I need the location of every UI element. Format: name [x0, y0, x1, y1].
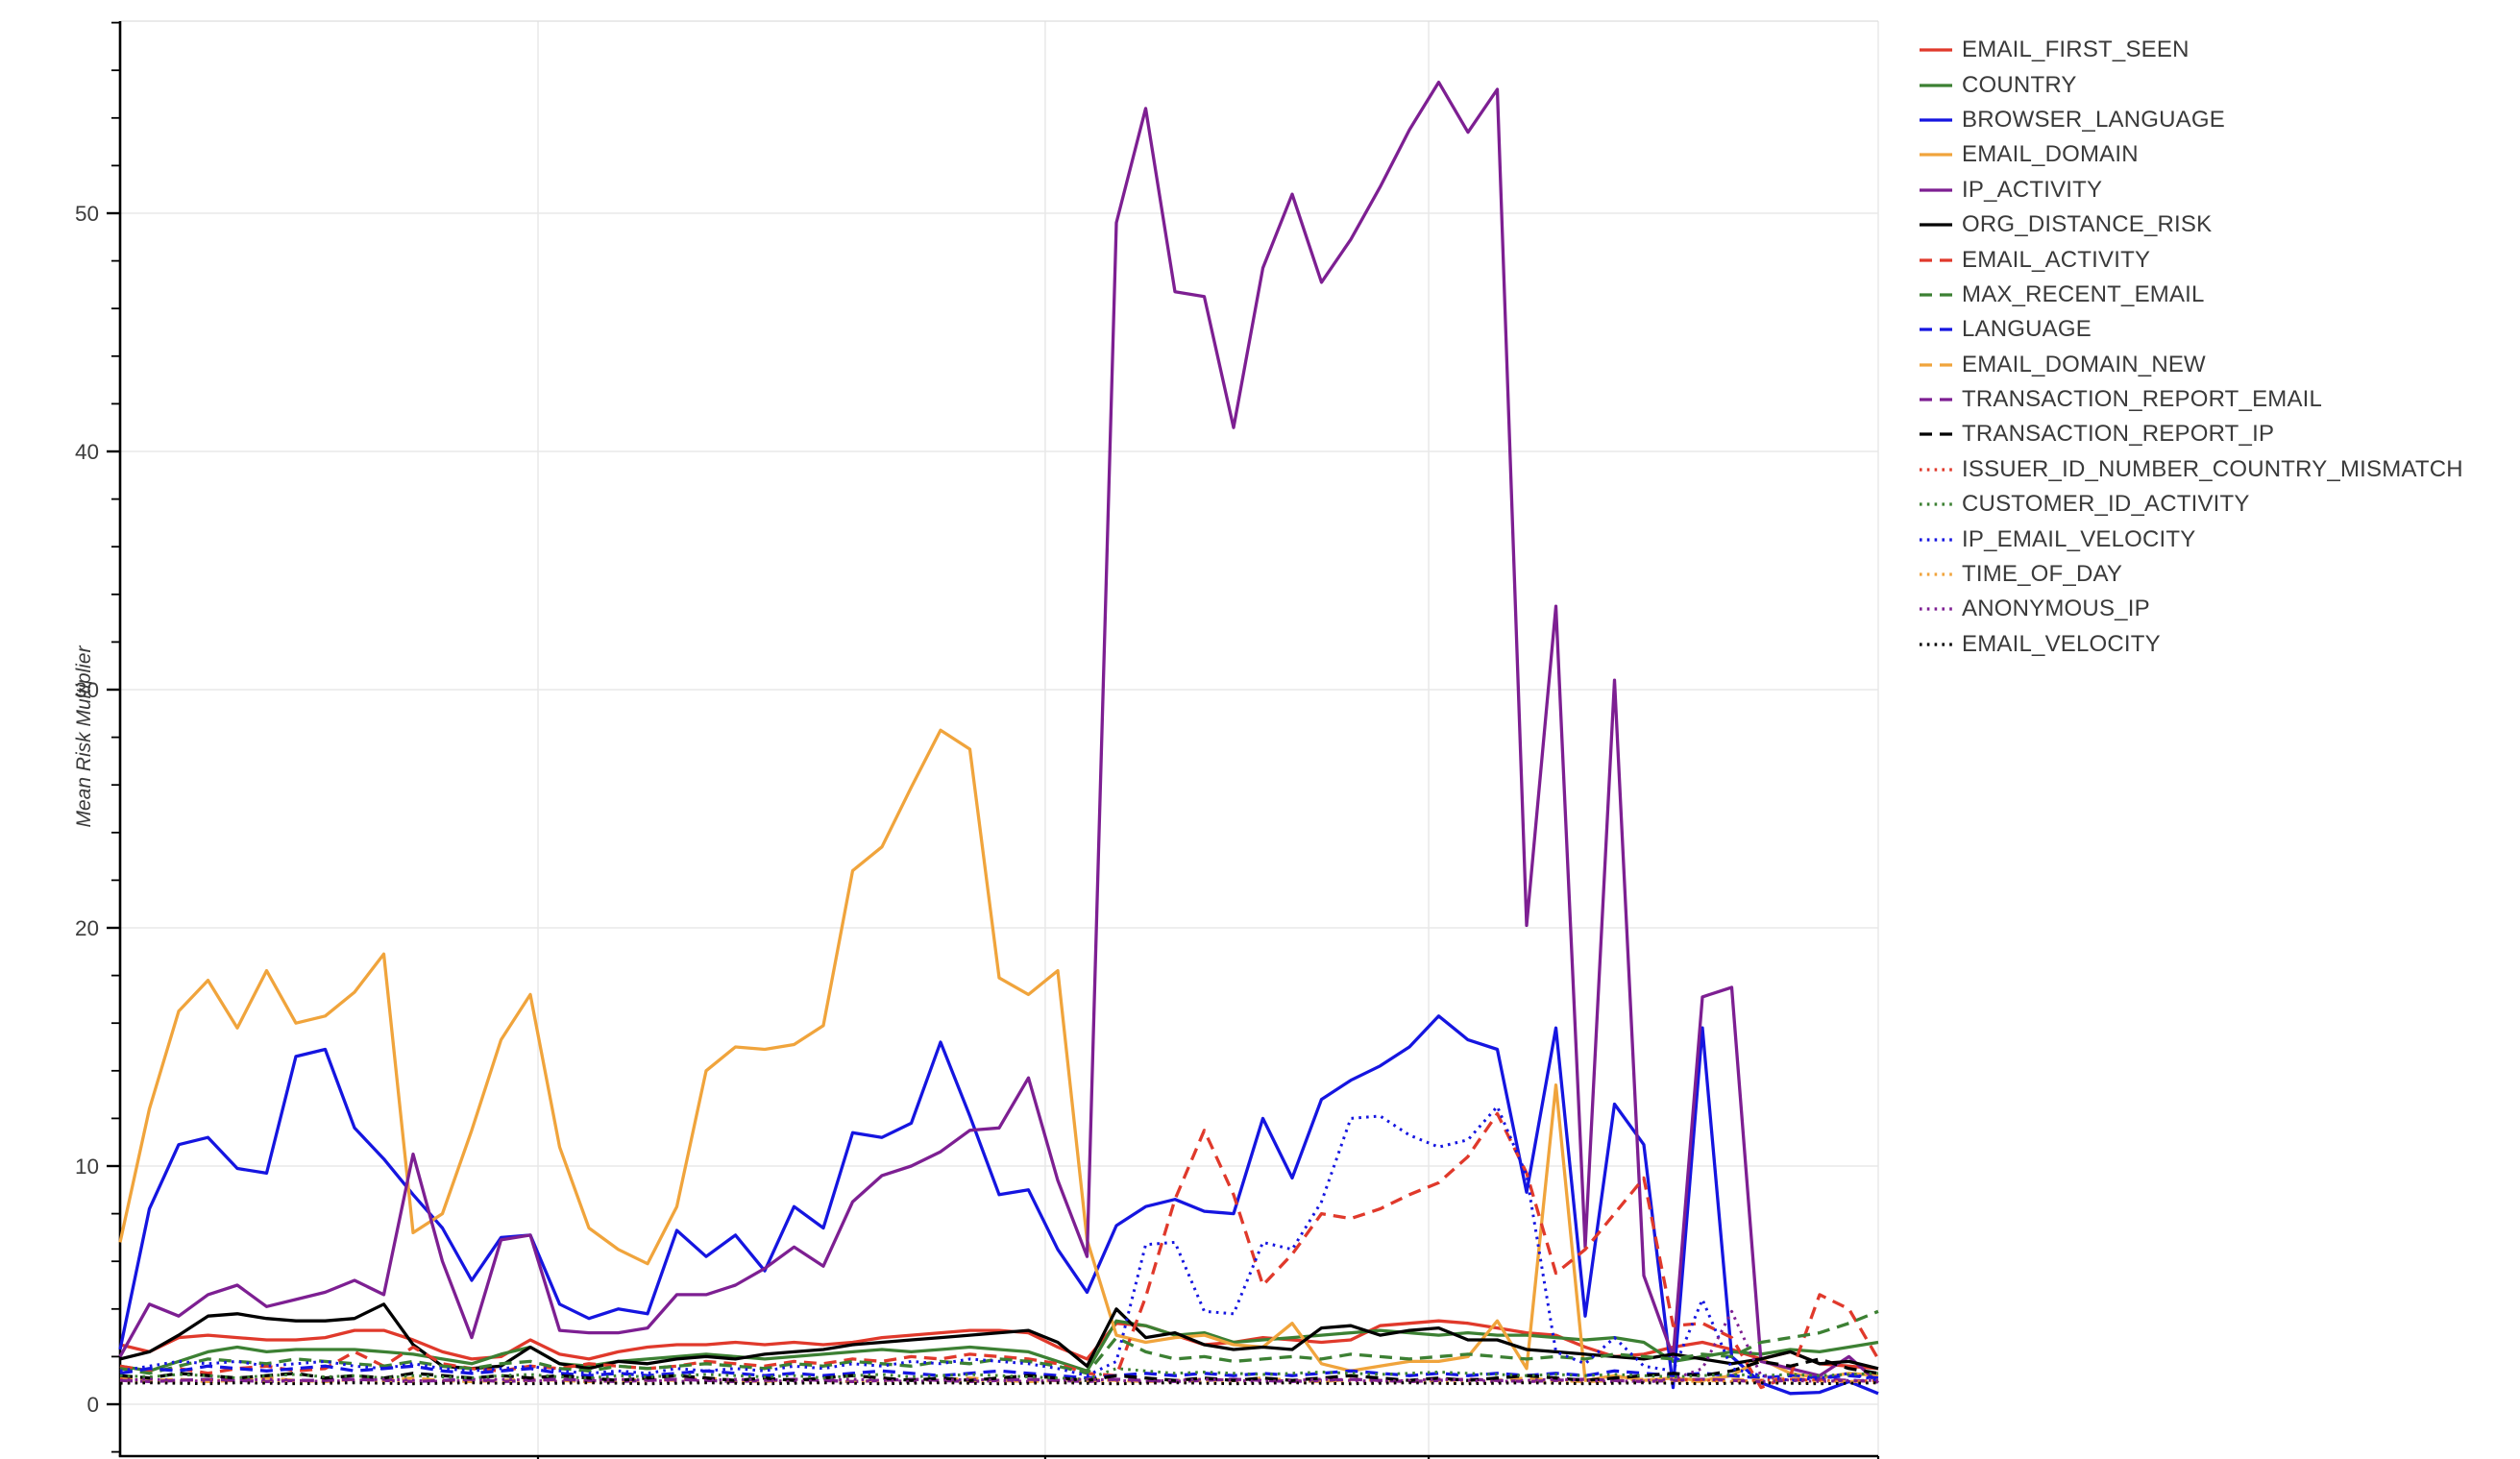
- legend-label: EMAIL_VELOCITY: [1962, 630, 2161, 657]
- legend-label: IP_ACTIVITY: [1962, 176, 2103, 203]
- legend-label: ANONYMOUS_IP: [1962, 596, 2150, 622]
- legend-label: COUNTRY: [1962, 71, 2077, 98]
- legend-label: EMAIL_DOMAIN_NEW: [1962, 351, 2206, 377]
- legend-line-sample: [1920, 502, 1952, 506]
- series-line-EMAIL_ACTIVITY: [119, 1111, 1880, 1390]
- legend-label: LANGUAGE: [1962, 316, 2092, 343]
- legend-line-sample: [1920, 293, 1952, 297]
- legend-item-ANONYMOUS_IP: ANONYMOUS_IP: [1919, 592, 2463, 626]
- series-line-COUNTRY: [119, 1319, 1879, 1373]
- series-line-EMAIL_DOMAIN_NEW: [119, 1376, 1879, 1384]
- legend-line-sample: [1920, 607, 1952, 612]
- legend-label: MAX_RECENT_EMAIL: [1962, 280, 2205, 307]
- legend-item-IP_ACTIVITY: IP_ACTIVITY: [1919, 173, 2463, 207]
- series-line-ORG_DISTANCE_RISK: [119, 1302, 1879, 1371]
- legend-item-CUSTOMER_ID_ACTIVITY: CUSTOMER_ID_ACTIVITY: [1919, 487, 2463, 522]
- y-axis-title: Mean Risk Multiplier: [73, 645, 95, 828]
- y-tick-label: 10: [75, 1155, 99, 1179]
- legend-line-sample: [1920, 257, 1952, 262]
- legend-item-TIME_OF_DAY: TIME_OF_DAY: [1919, 557, 2463, 592]
- legend-label: ORG_DISTANCE_RISK: [1962, 211, 2213, 238]
- y-tick-label: 40: [75, 440, 99, 464]
- legend-item-EMAIL_VELOCITY: EMAIL_VELOCITY: [1919, 627, 2463, 662]
- legend-line-sample: [1920, 223, 1952, 227]
- legend-item-EMAIL_FIRST_SEEN: EMAIL_FIRST_SEEN: [1919, 33, 2463, 67]
- legend-line-sample: [1920, 398, 1952, 401]
- legend-label: EMAIL_DOMAIN: [1962, 141, 2139, 168]
- legend-label: IP_EMAIL_VELOCITY: [1962, 525, 2196, 552]
- legend-item-EMAIL_ACTIVITY: EMAIL_ACTIVITY: [1919, 242, 2463, 277]
- legend-label: BROWSER_LANGUAGE: [1962, 106, 2225, 133]
- series-line-ANONYMOUS_IP: [119, 1309, 1878, 1383]
- legend-item-EMAIL_DOMAIN: EMAIL_DOMAIN: [1919, 137, 2463, 172]
- legend-label: CUSTOMER_ID_ACTIVITY: [1962, 491, 2250, 518]
- legend-item-IP_EMAIL_VELOCITY: IP_EMAIL_VELOCITY: [1919, 522, 2463, 556]
- legend-line-sample: [1920, 538, 1952, 542]
- series-line-EMAIL_VELOCITY: [119, 1381, 1879, 1386]
- legend-label: EMAIL_ACTIVITY: [1962, 246, 2151, 273]
- legend-line-sample: [1920, 363, 1952, 367]
- chart-legend: EMAIL_FIRST_SEEN COUNTRY BROWSER_LANGUAGE E…: [1919, 33, 2463, 662]
- legend-line-sample: [1920, 48, 1952, 52]
- legend-line-sample: [1920, 188, 1952, 192]
- legend-line-sample: [1920, 572, 1952, 576]
- y-tick-label: 30: [75, 678, 99, 702]
- series-line-LANGUAGE: [119, 1364, 1879, 1380]
- series-line-EMAIL_FIRST_SEEN: [119, 1319, 1879, 1371]
- legend-item-TRANSACTION_REPORT_EMAIL: TRANSACTION_REPORT_EMAIL: [1919, 382, 2463, 417]
- series-line-TRANSACTION_REPORT_IP: [119, 1357, 1879, 1382]
- series-line-EMAIL_DOMAIN: [118, 728, 1879, 1382]
- legend-line-sample: [1920, 468, 1952, 472]
- legend-item-BROWSER_LANGUAGE: BROWSER_LANGUAGE: [1919, 103, 2463, 137]
- legend-label: TRANSACTION_REPORT_EMAIL: [1962, 386, 2323, 413]
- legend-item-MAX_RECENT_EMAIL: MAX_RECENT_EMAIL: [1919, 278, 2463, 312]
- series-line-CUSTOMER_ID_ACTIVITY: [119, 1367, 1879, 1381]
- legend-line-sample: [1920, 328, 1952, 331]
- legend-item-LANGUAGE: LANGUAGE: [1919, 312, 2463, 347]
- y-tick-label: 0: [86, 1393, 99, 1417]
- legend-item-EMAIL_DOMAIN_NEW: EMAIL_DOMAIN_NEW: [1919, 348, 2463, 382]
- series-line-IP_ACTIVITY: [118, 80, 1880, 1384]
- series-line-MAX_RECENT_EMAIL: [119, 1309, 1879, 1375]
- legend-label: TRANSACTION_REPORT_IP: [1962, 421, 2275, 448]
- legend-item-ORG_DISTANCE_RISK: ORG_DISTANCE_RISK: [1919, 207, 2463, 242]
- legend-label: EMAIL_FIRST_SEEN: [1962, 36, 2190, 63]
- legend-line-sample: [1920, 643, 1952, 646]
- series-line-IP_EMAIL_VELOCITY: [119, 1105, 1879, 1382]
- legend-line-sample: [1920, 83, 1952, 87]
- legend-line-sample: [1920, 153, 1952, 158]
- y-tick-label: 20: [75, 916, 99, 940]
- y-tick-label: 50: [75, 202, 99, 226]
- legend-label: TIME_OF_DAY: [1962, 561, 2123, 588]
- legend-item-ISSUER_ID_NUMBER_COUNTRY_MISMATCH: ISSUER_ID_NUMBER_COUNTRY_MISMATCH: [1919, 452, 2463, 487]
- legend-item-COUNTRY: COUNTRY: [1919, 67, 2463, 102]
- series-line-BROWSER_LANGUAGE: [118, 1014, 1879, 1396]
- legend-line-sample: [1920, 118, 1952, 122]
- legend-label: ISSUER_ID_NUMBER_COUNTRY_MISMATCH: [1962, 455, 2463, 482]
- legend-item-TRANSACTION_REPORT_IP: TRANSACTION_REPORT_IP: [1919, 417, 2463, 451]
- legend-line-sample: [1920, 432, 1952, 437]
